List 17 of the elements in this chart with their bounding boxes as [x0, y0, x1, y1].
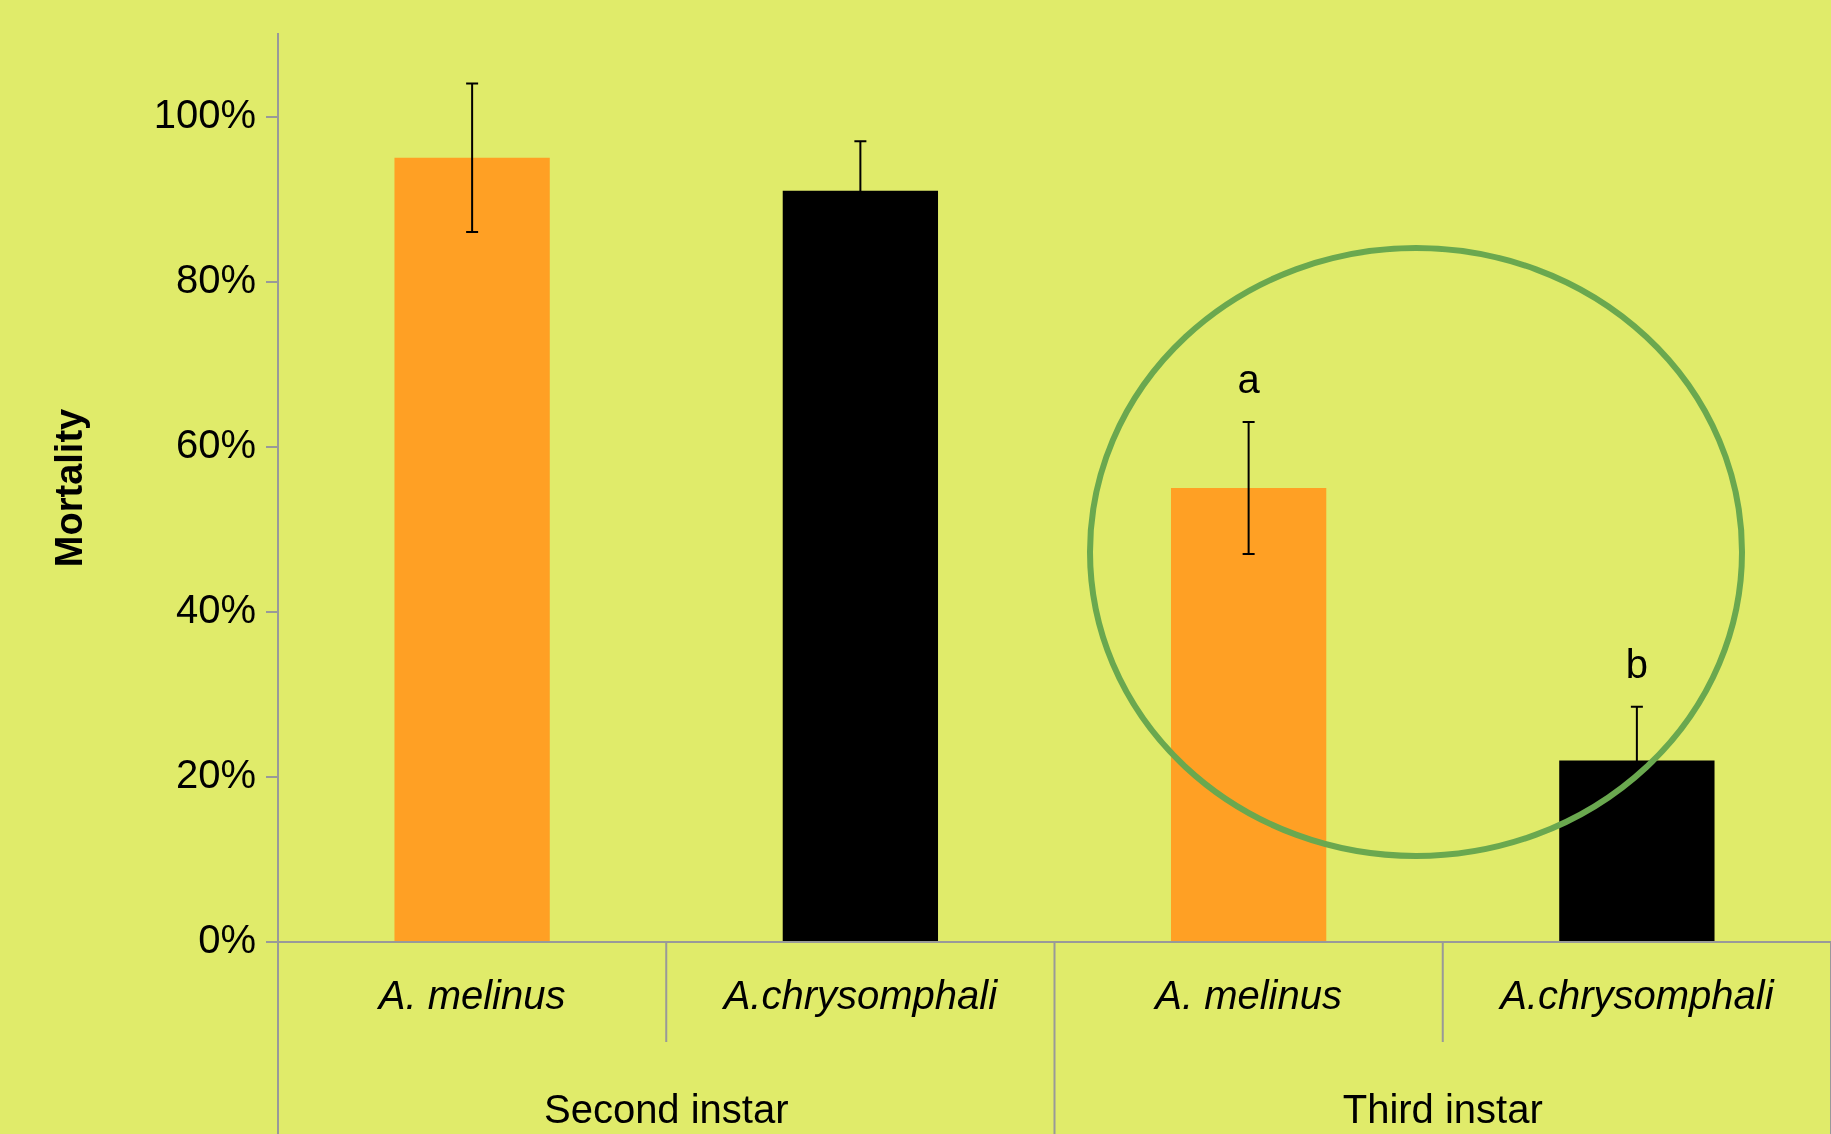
annotation: a	[1237, 356, 1261, 401]
bar	[1170, 488, 1327, 941]
x-tick-label: A. melinus	[376, 973, 566, 1018]
x-tick-label: A.chrysomphali	[1498, 973, 1775, 1018]
y-axis-title: Mortality	[48, 408, 91, 568]
text: Third instar	[1342, 1087, 1543, 1132]
text: Second instar	[543, 1087, 789, 1132]
y-tick-label: 0%	[198, 917, 256, 962]
y-tick-label: 60%	[175, 421, 256, 466]
x-tick-label: A.chrysomphali	[721, 973, 999, 1018]
x-tick-label: A. melinus	[1153, 973, 1342, 1018]
bar	[394, 157, 550, 941]
y-tick-label: 100%	[153, 91, 256, 136]
y-tick-label: 20%	[175, 751, 256, 796]
y-tick-label: 80%	[175, 256, 256, 301]
y-tick-label: 40%	[175, 586, 256, 631]
annotation: b	[1625, 641, 1648, 686]
